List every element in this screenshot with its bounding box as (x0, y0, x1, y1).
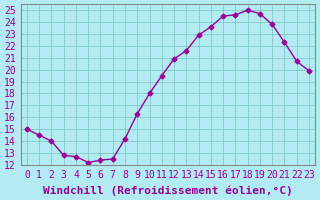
X-axis label: Windchill (Refroidissement éolien,°C): Windchill (Refroidissement éolien,°C) (43, 185, 293, 196)
